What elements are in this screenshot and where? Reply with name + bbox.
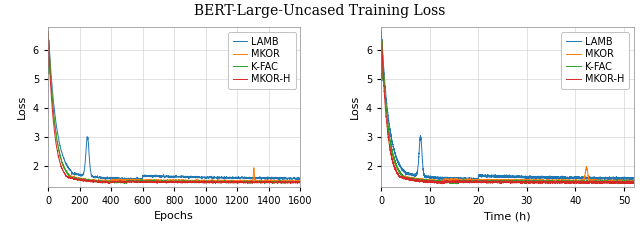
MKOR <box>203 179 211 182</box>
K-FAC <box>378 32 385 34</box>
LAMB <box>137 179 145 182</box>
Legend: LAMB, MKOR, K-FAC, MKOR-H: LAMB, MKOR, K-FAC, MKOR-H <box>561 32 628 89</box>
MKOR <box>564 179 572 182</box>
LAMB <box>275 176 283 179</box>
K-FAC <box>275 180 283 183</box>
MKOR-H <box>378 29 385 32</box>
MKOR <box>388 152 396 154</box>
LAMB <box>172 174 179 177</box>
LAMB <box>296 177 304 180</box>
Line: MKOR: MKOR <box>48 33 300 182</box>
LAMB <box>388 140 396 142</box>
MKOR <box>296 180 304 182</box>
LAMB <box>630 177 637 180</box>
X-axis label: Time (h): Time (h) <box>484 211 531 221</box>
MKOR-H <box>551 181 559 184</box>
LAMB <box>203 176 211 178</box>
Line: K-FAC: K-FAC <box>48 32 300 184</box>
MKOR-H <box>203 181 211 184</box>
MKOR-H <box>275 181 283 184</box>
MKOR <box>551 179 559 182</box>
Line: LAMB: LAMB <box>381 32 634 181</box>
K-FAC <box>630 180 637 183</box>
LAMB <box>564 176 572 179</box>
Y-axis label: Loss: Loss <box>350 95 360 119</box>
Line: MKOR-H: MKOR-H <box>381 31 634 184</box>
Line: MKOR-H: MKOR-H <box>48 31 300 184</box>
MKOR-H <box>564 181 572 184</box>
MKOR <box>276 181 284 184</box>
X-axis label: Epochs: Epochs <box>154 211 194 221</box>
MKOR <box>44 32 52 34</box>
MKOR-H <box>475 180 483 183</box>
LAMB <box>142 176 150 178</box>
K-FAC <box>203 180 211 183</box>
MKOR-H <box>388 158 396 161</box>
MKOR <box>630 180 637 183</box>
K-FAC <box>142 180 150 183</box>
MKOR-H <box>388 160 396 163</box>
MKOR-H <box>296 181 304 184</box>
MKOR <box>475 179 483 181</box>
MKOR-H <box>438 182 446 185</box>
MKOR <box>292 180 300 182</box>
MKOR-H <box>234 182 242 185</box>
Line: LAMB: LAMB <box>48 32 300 180</box>
MKOR <box>378 31 385 34</box>
K-FAC <box>279 181 287 184</box>
MKOR-H <box>172 181 179 184</box>
K-FAC <box>44 31 52 33</box>
MKOR <box>627 181 635 184</box>
Y-axis label: Loss: Loss <box>17 95 27 119</box>
LAMB <box>44 31 52 33</box>
K-FAC <box>388 152 396 155</box>
K-FAC <box>625 181 633 184</box>
Text: BERT-Large-Uncased Training Loss: BERT-Large-Uncased Training Loss <box>195 4 445 18</box>
Line: K-FAC: K-FAC <box>381 33 634 184</box>
K-FAC <box>475 180 483 182</box>
LAMB <box>388 143 396 146</box>
K-FAC <box>452 182 460 185</box>
MKOR <box>142 180 150 182</box>
LAMB <box>625 177 633 180</box>
LAMB <box>551 177 559 180</box>
Line: MKOR: MKOR <box>381 33 634 182</box>
K-FAC <box>551 180 559 182</box>
K-FAC <box>388 149 396 152</box>
LAMB <box>461 179 468 182</box>
LAMB <box>292 177 300 180</box>
K-FAC <box>172 180 179 183</box>
K-FAC <box>296 182 304 184</box>
MKOR-H <box>44 30 52 33</box>
MKOR <box>172 179 179 181</box>
MKOR <box>388 150 396 153</box>
MKOR <box>625 179 633 182</box>
MKOR <box>275 180 283 182</box>
Legend: LAMB, MKOR, K-FAC, MKOR-H: LAMB, MKOR, K-FAC, MKOR-H <box>228 32 296 89</box>
MKOR-H <box>142 180 150 183</box>
MKOR-H <box>625 181 633 183</box>
MKOR-H <box>279 181 287 183</box>
K-FAC <box>260 182 268 185</box>
LAMB <box>378 31 385 33</box>
MKOR-H <box>630 181 637 183</box>
MKOR-H <box>292 181 300 184</box>
LAMB <box>475 174 483 177</box>
LAMB <box>279 178 287 181</box>
MKOR <box>279 180 287 182</box>
K-FAC <box>564 181 572 183</box>
K-FAC <box>292 181 300 184</box>
